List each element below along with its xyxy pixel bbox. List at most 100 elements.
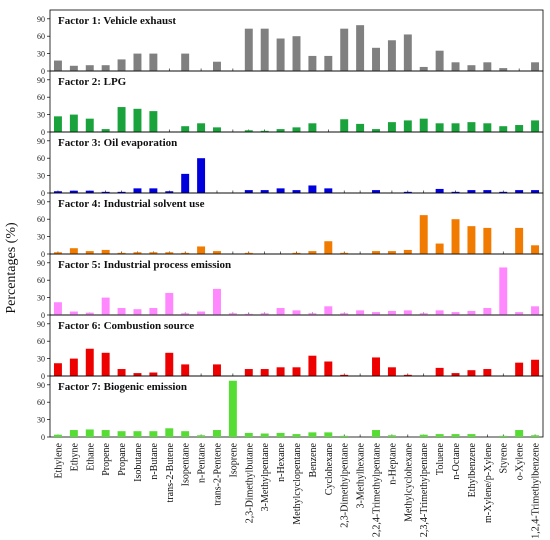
category-label: n-Pentane [197,442,208,483]
bar [387,251,396,254]
bar [117,252,126,254]
panel-5: 0 30 60 90 Factor 5: Industrial process emis… [37,253,544,320]
category-label: Ethylbenzene [467,442,478,497]
category-label: Ethylene [53,442,64,478]
bar [531,120,540,132]
bar [197,435,206,437]
bar [213,288,221,315]
bar [451,434,460,437]
category-label: Propene [101,442,112,475]
category-label: 3-Methylpentane [260,442,271,511]
y-tick-label: 60 [37,215,45,224]
bar [69,430,78,437]
bar [499,68,508,71]
bar [276,308,285,315]
bar [181,173,190,193]
bar [69,311,78,315]
bar [483,123,492,132]
bar [149,372,158,376]
bar [85,251,94,254]
bar [340,252,349,254]
bar [149,188,158,193]
bar [53,60,62,71]
bar [483,227,492,254]
y-tick-label: 90 [37,320,45,329]
bar [213,430,221,437]
bar [356,25,365,71]
bar [117,191,126,193]
bar [197,123,206,132]
bar [165,428,174,437]
bar [117,431,126,437]
bar [276,129,285,132]
bar [133,53,142,71]
panels: 0 30 60 90 Factor 1: Vehicle exhaust 0 30 60 90 F… [37,9,544,442]
bar [53,434,62,437]
bar [101,297,110,315]
bar [244,432,253,437]
bar [244,190,253,193]
y-tick-label: 0 [41,311,45,320]
y-tick-label: 30 [37,50,45,59]
panel-3: 0 30 60 90 Factor 3: Oil evaporation [37,131,544,198]
y-tick-label: 0 [41,128,45,137]
bar [531,359,540,376]
bar [244,369,253,376]
bar [69,114,78,132]
bar [101,430,110,437]
bar [228,313,237,315]
y-tick-label: 90 [37,198,45,207]
bar [53,191,62,193]
category-label: n-Hexane [276,442,287,481]
y-tick-label: 0 [41,433,45,442]
bar [228,380,237,437]
bar [53,116,62,132]
category-label: Ethyne [69,442,80,471]
panel-title: Factor 3: Oil evaporation [58,137,177,149]
category-label: Cyclohexane [324,442,335,495]
bar [276,188,285,193]
bar [85,118,94,132]
bar [419,66,428,71]
bar [467,190,476,193]
bar [85,312,94,315]
bar [69,190,78,193]
bar [53,302,62,315]
bar [531,435,540,437]
bar [244,28,253,71]
bar [69,65,78,71]
category-label: n-Heptane [387,442,398,484]
category-label: 2,2,4-Trimethylpentane [372,442,383,537]
bar [403,34,412,71]
bar [435,310,444,315]
bar [324,306,333,315]
bar [308,251,317,254]
bar [69,358,78,376]
bar [499,267,508,315]
y-tick-label: 90 [37,137,45,146]
bar [260,190,269,193]
panel-title: Factor 6: Combustion source [58,320,194,332]
bar [451,62,460,71]
bar [165,252,174,254]
bar [181,313,190,315]
bar [340,28,349,71]
bar [117,107,126,132]
y-tick-label: 30 [37,355,45,364]
bar [419,118,428,132]
bar [101,352,110,376]
panel-title: Factor 7: Biogenic emission [58,381,187,393]
y-tick-label: 60 [37,32,45,41]
category-label: Isopentane [181,442,192,486]
bar [117,308,126,315]
bar [435,434,444,437]
bar [340,119,349,132]
bar [387,310,396,315]
bar [117,59,126,71]
bar [483,190,492,193]
bar [515,430,524,437]
bar [181,126,190,132]
bar [435,188,444,193]
bar [340,313,349,315]
